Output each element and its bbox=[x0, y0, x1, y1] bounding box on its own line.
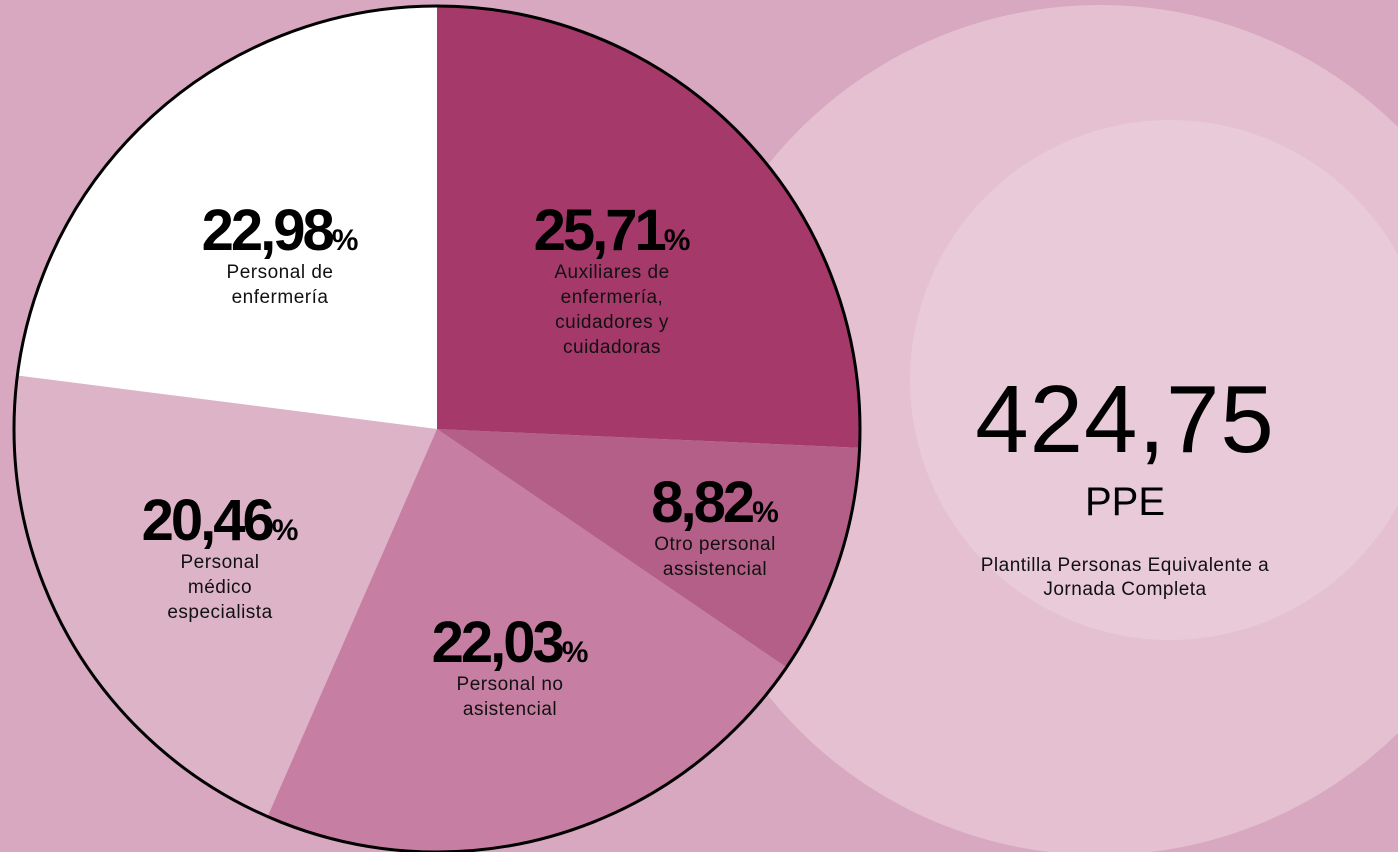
photo-highlight bbox=[910, 120, 1398, 640]
value-label: 8,82% bbox=[651, 470, 779, 535]
pie-slice bbox=[267, 429, 787, 852]
headline-description: Plantilla Personas Equivalente a Jornada… bbox=[980, 555, 1270, 600]
pie-slice bbox=[437, 6, 860, 448]
category-label: Otro personal assistencial bbox=[654, 534, 776, 580]
value-label: 22,98% bbox=[202, 198, 359, 263]
headline-figure: 424,75 bbox=[975, 366, 1275, 473]
pie-slice bbox=[17, 6, 437, 429]
category-label: Personal de enfermería bbox=[226, 262, 334, 308]
category-label: Personal médico especialista bbox=[167, 552, 273, 623]
value-label: 22,03% bbox=[432, 610, 589, 675]
pie-slice bbox=[13, 375, 438, 817]
value-label: 25,71% bbox=[534, 198, 691, 263]
headline-unit: PPE bbox=[1084, 480, 1166, 524]
category-label: Personal no asistencial bbox=[456, 674, 564, 720]
value-label: 20,46% bbox=[142, 488, 299, 553]
pie-outline bbox=[12, 4, 862, 852]
pie: 25,71% 8,82% 22,03% 20,46% 22,98% bbox=[12, 4, 862, 852]
pie-slice bbox=[437, 429, 860, 668]
category-label: Auxiliares de enfermería, cuidadores y c… bbox=[554, 262, 670, 358]
